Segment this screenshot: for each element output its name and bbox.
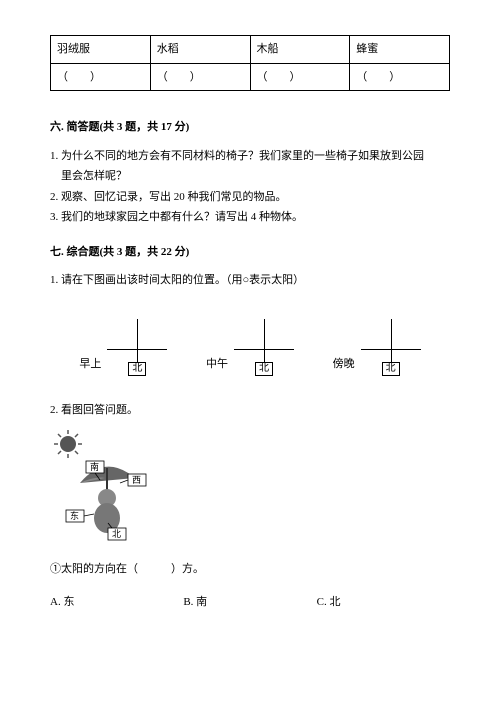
table-cell: （ ） xyxy=(150,63,250,91)
question-text: 1. 请在下图画出该时间太阳的位置。（用○表示太阳） xyxy=(50,272,450,289)
question-text: 2. 观察、回忆记录，写出 20 种我们常见的物品。 xyxy=(50,189,450,206)
section-6-heading: 六. 简答题(共 3 题，共 17 分) xyxy=(50,119,450,136)
dir-south-label: 南 xyxy=(90,461,99,472)
time-label: 中午 xyxy=(206,356,228,374)
compass-morning: 早上 北 xyxy=(79,319,167,374)
compass-cross: 北 xyxy=(234,319,294,374)
dir-north-label: 北 xyxy=(112,529,121,539)
question-text: 里会怎样呢？ xyxy=(50,168,450,185)
question-text: 2. 看图回答问题。 xyxy=(50,402,450,419)
sub-question: ①太阳的方向在（ ）方。 xyxy=(50,561,450,578)
table-header: 木船 xyxy=(250,36,350,64)
materials-table: 羽绒服 水稻 木船 蜂蜜 （ ） （ ） （ ） （ ） xyxy=(50,35,450,91)
compass-evening: 傍晚 北 xyxy=(333,319,421,374)
compass-diagrams: 早上 北 中午 北 傍晚 北 xyxy=(50,319,450,374)
option-c: C. 北 xyxy=(317,594,450,611)
north-label: 北 xyxy=(255,362,273,376)
table-cell: （ ） xyxy=(350,63,450,91)
options-row: A. 东 B. 南 C. 北 xyxy=(50,594,450,611)
table-cell: （ ） xyxy=(51,63,151,91)
question-text: 3. 我们的地球家园之中都有什么？请写出 4 种物体。 xyxy=(50,209,450,226)
table-header: 蜂蜜 xyxy=(350,36,450,64)
direction-picture: 南 西 东 北 xyxy=(50,428,450,543)
north-label: 北 xyxy=(382,362,400,376)
section-7-heading: 七. 综合题(共 3 题，共 22 分) xyxy=(50,244,450,261)
table-row: 羽绒服 水稻 木船 蜂蜜 xyxy=(51,36,450,64)
table-header: 羽绒服 xyxy=(51,36,151,64)
time-label: 傍晚 xyxy=(333,356,355,374)
time-label: 早上 xyxy=(79,356,101,374)
question-text: 1. 为什么不同的地方会有不同材料的椅子？我们家里的一些椅子如果放到公园 xyxy=(50,148,450,165)
compass-cross: 北 xyxy=(107,319,167,374)
umbrella-sun-icon: 南 西 东 北 xyxy=(50,428,170,543)
dir-west-label: 西 xyxy=(132,475,141,485)
compass-noon: 中午 北 xyxy=(206,319,294,374)
table-header: 水稻 xyxy=(150,36,250,64)
option-a: A. 东 xyxy=(50,594,183,611)
table-row: （ ） （ ） （ ） （ ） xyxy=(51,63,450,91)
option-b: B. 南 xyxy=(183,594,316,611)
dir-east-label: 东 xyxy=(70,510,79,521)
compass-cross: 北 xyxy=(361,319,421,374)
table-cell: （ ） xyxy=(250,63,350,91)
north-label: 北 xyxy=(128,362,146,376)
